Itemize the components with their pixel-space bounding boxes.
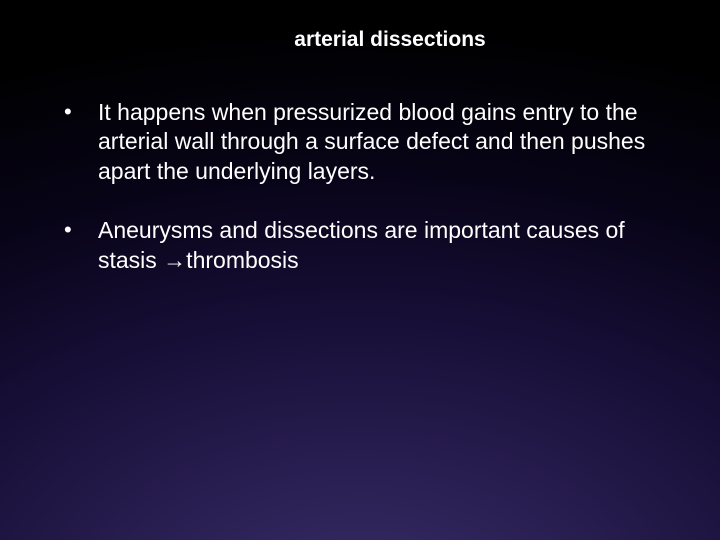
bullet-item: It happens when pressurized blood gains … bbox=[50, 98, 670, 186]
bullet-list: It happens when pressurized blood gains … bbox=[50, 98, 670, 275]
bullet-text: It happens when pressurized blood gains … bbox=[98, 99, 645, 184]
bullet-item: Aneurysms and dissections are important … bbox=[50, 216, 670, 275]
slide-title: arterial dissections bbox=[110, 28, 670, 52]
slide-container: arterial dissections It happens when pre… bbox=[0, 0, 720, 540]
bullet-text: Aneurysms and dissections are important … bbox=[98, 217, 625, 272]
